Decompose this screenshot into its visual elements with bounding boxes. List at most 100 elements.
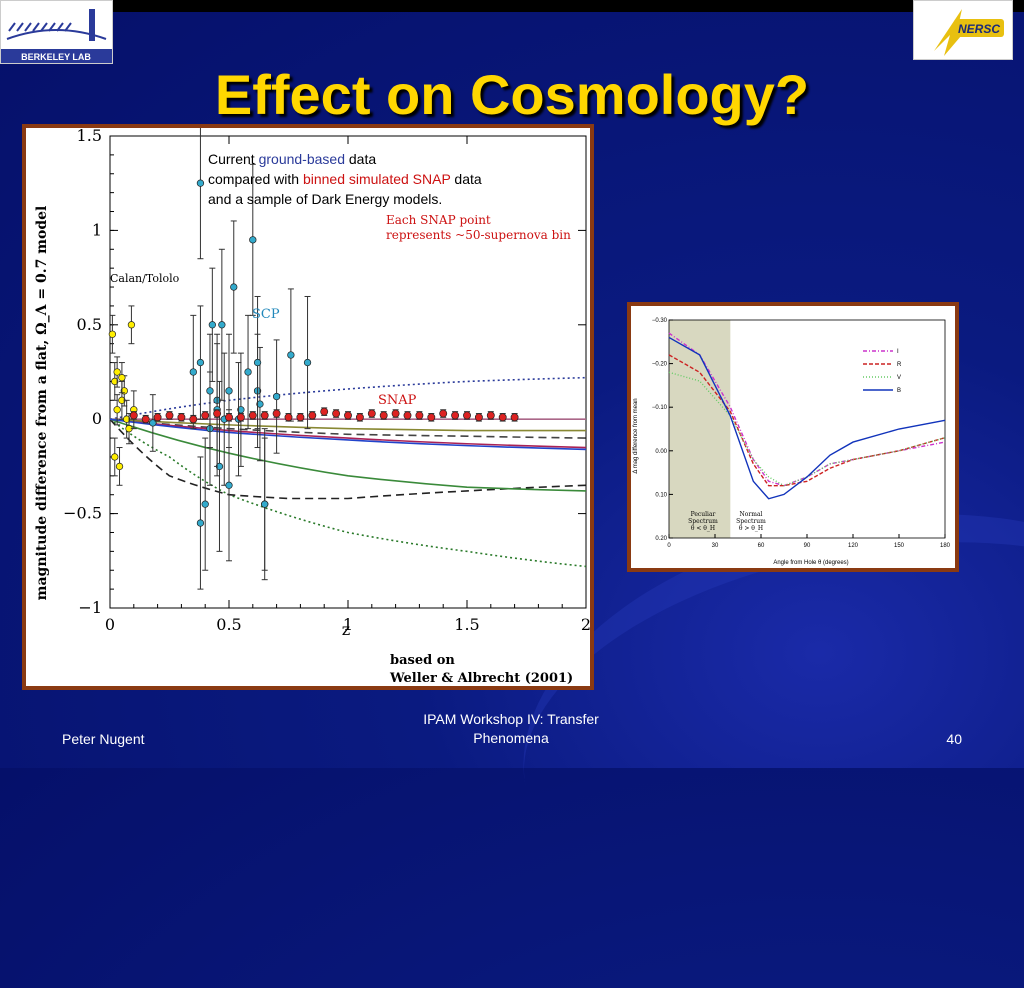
x-tick-label: 1 bbox=[343, 615, 353, 634]
main-chart-axes: 0 0.5 1 1.5 2 −1 −0.5 0 0.5 1 1.5 bbox=[63, 126, 591, 634]
side-x-tick-label: 30 bbox=[712, 543, 719, 549]
snap-point bbox=[463, 411, 471, 420]
snap-point bbox=[474, 413, 483, 422]
annotation-line-2-b: binned simulated SNAP bbox=[303, 171, 451, 187]
angle-chart: 0 30 60 90 120 150 180 −0.30 −0.20 −0.10 0.00 0.10 0… bbox=[633, 318, 951, 566]
peculiar-region bbox=[669, 320, 731, 538]
calan-tololo-point bbox=[118, 374, 126, 382]
footer-page-number: 40 bbox=[946, 731, 962, 747]
side-y-tick-label: 0.10 bbox=[655, 492, 667, 498]
annotation-line-2-c: data bbox=[451, 171, 482, 187]
snap-point bbox=[260, 411, 269, 420]
nersc-logo-text: NERSC bbox=[958, 22, 1000, 36]
annotation-line-2-a: compared with bbox=[208, 171, 303, 187]
footer-event-line-2: Phenomena bbox=[473, 730, 549, 746]
scp-point bbox=[189, 368, 197, 376]
snap-note-line-1: Each SNAP point bbox=[386, 213, 491, 227]
scp-point bbox=[215, 462, 224, 471]
snap-point bbox=[213, 409, 222, 418]
scp-point bbox=[225, 387, 233, 395]
side-chart-lines bbox=[668, 332, 946, 500]
calan-tololo-point bbox=[115, 462, 124, 471]
annotation-line-3: and a sample of Dark Energy models. bbox=[208, 191, 442, 207]
snap-point bbox=[141, 415, 150, 424]
model-curve bbox=[109, 418, 587, 492]
side-x-tick-label: 120 bbox=[848, 543, 859, 549]
scp-point bbox=[253, 358, 262, 367]
cosmology-chart: 0 0.5 1 1.5 2 −1 −0.5 0 0.5 1 1.5 magnitude differ… bbox=[34, 107, 591, 686]
y-tick-label: 1 bbox=[92, 220, 102, 239]
scp-point bbox=[196, 519, 205, 527]
nersc-logo-graphic: NERSC bbox=[934, 9, 1004, 56]
snap-point bbox=[403, 411, 412, 420]
region-left-2: Spectrum bbox=[688, 518, 718, 525]
y-tick-label: 0 bbox=[92, 409, 102, 428]
nersc-logo: NERSC bbox=[913, 0, 1013, 60]
calan-tololo-point bbox=[111, 377, 119, 386]
main-chart-panel: 0 0.5 1 1.5 2 −1 −0.5 0 0.5 1 1.5 magnitude differ… bbox=[26, 107, 591, 686]
scp-point bbox=[244, 368, 252, 376]
side-y-tick-label: −0.10 bbox=[652, 405, 668, 411]
snap-point bbox=[236, 413, 245, 422]
snap-point bbox=[344, 411, 352, 420]
region-left-3: θ < θ_H bbox=[691, 525, 715, 532]
calan-tololo-point bbox=[127, 321, 136, 329]
snap-point bbox=[355, 413, 364, 422]
snap-point bbox=[415, 411, 424, 420]
side-y-tick-label: −0.20 bbox=[652, 362, 668, 368]
berkeley-logo-text: BERKELEY LAB bbox=[21, 52, 91, 62]
annotation-line-1-b: ground-based bbox=[259, 151, 345, 167]
based-on-line-2: Weller & Albrecht (2001) bbox=[389, 671, 573, 686]
model-curve bbox=[109, 418, 587, 500]
berkeley-lab-logo: BERKELEY LAB bbox=[0, 0, 113, 64]
top-bar bbox=[0, 0, 1024, 12]
footer-event-line-1: IPAM Workshop IV: Transfer bbox=[423, 711, 599, 727]
scp-label: SCP bbox=[252, 307, 280, 322]
based-on-line-1: based on bbox=[390, 653, 455, 668]
y-tick-label: 1.5 bbox=[77, 128, 102, 145]
snap-point bbox=[439, 409, 448, 418]
snap-point bbox=[308, 411, 317, 420]
side-y-tick-label: 0.20 bbox=[655, 536, 667, 542]
scp-point bbox=[196, 179, 205, 187]
side-chart-ylabel: Δ mag difference from mean bbox=[633, 398, 639, 473]
side-line-r bbox=[668, 354, 946, 487]
snap-point bbox=[510, 413, 519, 422]
scp-point bbox=[225, 481, 233, 489]
main-chart-ylabel: magnitude difference from a flat, Ω_Λ = … bbox=[34, 206, 50, 601]
snap-point bbox=[284, 413, 293, 422]
calan-tololo-point bbox=[113, 406, 121, 414]
berkeley-lab-logo-graphic: BERKELEY LAB bbox=[1, 9, 112, 63]
snap-point bbox=[272, 409, 281, 418]
y-tick-label: −1 bbox=[78, 598, 102, 617]
annotation-line-1-c: data bbox=[345, 151, 376, 167]
snap-note-line-2: represents ~50-supernova bin bbox=[386, 228, 571, 242]
snap-point bbox=[189, 415, 198, 424]
x-tick-label: 0.5 bbox=[216, 615, 241, 634]
side-x-tick-label: 60 bbox=[758, 543, 765, 549]
scp-point bbox=[206, 387, 214, 395]
side-chart-frame: 0 30 60 90 120 150 180 −0.30 −0.20 −0.10 0.00 0.10 0… bbox=[627, 302, 959, 572]
side-x-tick-label: 180 bbox=[940, 543, 951, 549]
snap-point bbox=[248, 411, 257, 420]
side-y-tick-label: 0.00 bbox=[655, 449, 667, 455]
snap-point bbox=[177, 413, 186, 422]
model-curve bbox=[109, 376, 587, 420]
main-chart-xlabel: z bbox=[342, 620, 350, 639]
side-chart-panel: 0 30 60 90 120 150 180 −0.30 −0.20 −0.10 0.00 0.10 0… bbox=[631, 306, 955, 568]
slide-title: Effect on Cosmology? bbox=[214, 63, 810, 126]
side-line-v bbox=[668, 371, 946, 487]
footer-event: IPAM Workshop IV: Transfer Phenomena bbox=[380, 710, 642, 748]
calan-tololo-point bbox=[123, 415, 131, 423]
main-chart-models bbox=[109, 376, 587, 568]
snap-label: SNAP bbox=[378, 393, 417, 408]
main-chart-frame: 0 0.5 1 1.5 2 −1 −0.5 0 0.5 1 1.5 magnitude differ… bbox=[22, 107, 594, 690]
scp-point bbox=[218, 321, 226, 329]
scp-point bbox=[272, 392, 281, 401]
snap-point bbox=[153, 413, 162, 422]
annotation-line-2: compared with binned simulated SNAP data bbox=[208, 171, 482, 187]
region-right-3: θ > θ_H bbox=[739, 525, 763, 532]
snap-point bbox=[129, 411, 138, 420]
calan-tololo-point bbox=[113, 368, 121, 376]
legend-label-v: V bbox=[897, 375, 901, 381]
